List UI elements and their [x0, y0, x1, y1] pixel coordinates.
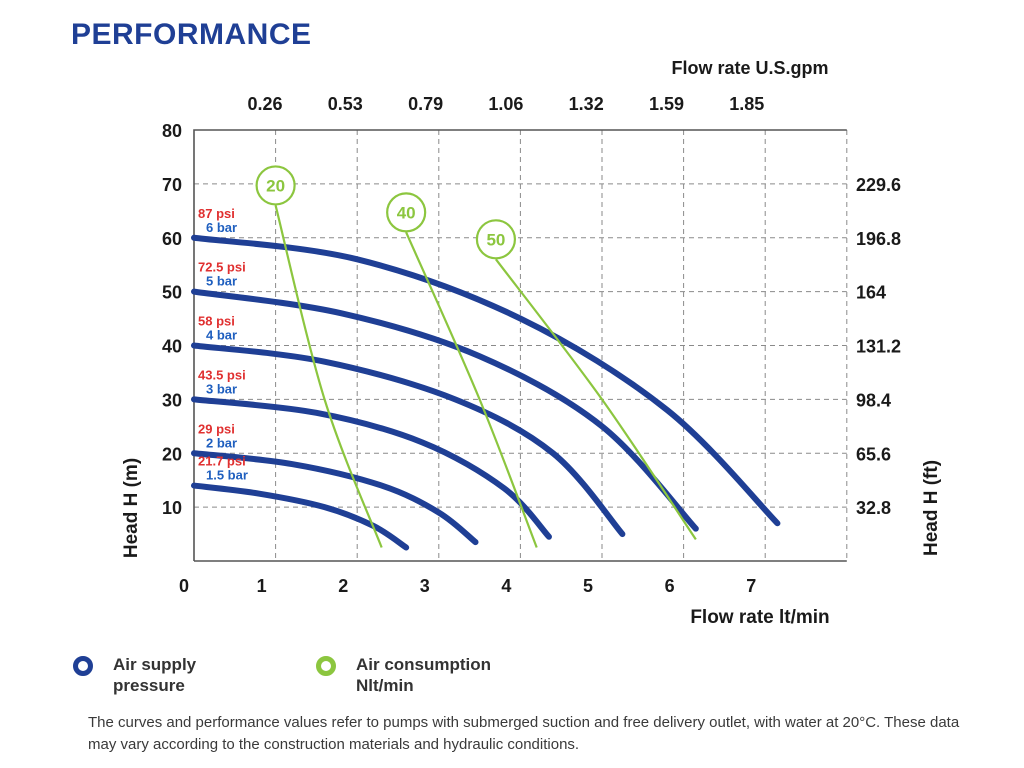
x-tick-label: 3 [420, 576, 430, 596]
y-tick-label: 60 [162, 229, 182, 249]
y2-tick-label: 131.2 [856, 337, 901, 357]
tick-labels: 0 1 2 3 4 5 6 7 0.26 0.53 0.79 1.06 1.32 1.59 1.85 10 20… [162, 94, 901, 596]
pressure-curve [191, 450, 479, 546]
grid [194, 130, 848, 561]
y2-tick-label: 164 [856, 283, 886, 303]
bar-label: 2 bar [206, 435, 237, 450]
psi-label: 72.5 psi [198, 260, 246, 275]
blue-ring-icon [73, 656, 93, 676]
x-tick-label: 2 [338, 576, 348, 596]
bar-label: 4 bar [206, 328, 237, 343]
x2-tick-label: 1.06 [488, 94, 523, 114]
x2-tick-label: 1.85 [729, 94, 764, 114]
y2-axis-title: Head H (ft) [921, 460, 942, 556]
air-consumption-badge [255, 165, 296, 206]
air-consumption-curve [495, 258, 697, 541]
x2-tick-label: 0.26 [247, 94, 282, 114]
x-axis-title: Flow rate lt/min [690, 607, 829, 628]
plot-frame-left-top [193, 129, 847, 561]
air-consumption-curves [255, 165, 697, 548]
x2-tick-label: 0.53 [328, 94, 363, 114]
legend-air-supply: Air supply pressure [73, 654, 273, 700]
pressure-curve [191, 234, 781, 527]
y-tick-label: 50 [162, 283, 182, 303]
plot-frame [193, 129, 847, 562]
y-tick-label: 70 [162, 175, 182, 195]
legend-air-supply-label: Air supply pressure [113, 655, 197, 695]
x-tick-label: 7 [746, 576, 756, 596]
pressure-curves [191, 234, 781, 551]
y-tick-label: 20 [162, 444, 182, 464]
psi-label: 29 psi [198, 421, 235, 436]
y-tick-label: 80 [162, 121, 182, 141]
x2-axis-title: Flow rate U.S.gpm [671, 58, 828, 78]
air-consumption-curve [405, 231, 538, 548]
x-tick-label: 4 [501, 576, 511, 596]
y-tick-label: 30 [162, 390, 182, 410]
air-consumption-badge [386, 192, 427, 233]
bar-label: 5 bar [206, 274, 237, 289]
green-ring-icon [316, 656, 336, 676]
y2-tick-label: 32.8 [856, 498, 891, 518]
air-consumption-curve [274, 205, 383, 548]
y2-tick-label: 196.8 [856, 229, 901, 249]
y-tick-label: 10 [162, 498, 182, 518]
x-tick-label: 5 [583, 576, 593, 596]
air-consumption-label: 50 [486, 230, 505, 249]
psi-label: 43.5 psi [198, 367, 246, 382]
performance-chart: 0 1 2 3 4 5 6 7 0.26 0.53 0.79 1.06 1.32 1.59 1.85 10 20… [121, 58, 942, 628]
x2-tick-label: 0.79 [408, 94, 443, 114]
x-tick-label: 0 [179, 576, 189, 596]
y2-tick-label: 98.4 [856, 390, 891, 410]
x2-tick-label: 1.59 [649, 94, 684, 114]
x2-tick-label: 1.32 [569, 94, 604, 114]
y-tick-label: 40 [162, 337, 182, 357]
x-tick-label: 1 [257, 576, 267, 596]
bar-label: 3 bar [206, 381, 237, 396]
legend-air-consumption-label: Air consumption Nlt/min [356, 655, 492, 695]
legend-air-consumption: Air consumption Nlt/min [316, 654, 556, 700]
bar-label: 1.5 bar [206, 468, 248, 483]
bar-label: 6 bar [206, 220, 237, 235]
y-axis-title: Head H (m) [121, 458, 142, 558]
psi-label: 21.7 psi [198, 454, 246, 469]
pressure-curve [191, 288, 699, 532]
air-consumption-label: 40 [397, 203, 416, 222]
air-consumption-label: 20 [266, 176, 285, 195]
psi-label: 87 psi [198, 206, 235, 221]
y2-tick-label: 229.6 [856, 175, 901, 195]
y2-tick-label: 65.6 [856, 444, 891, 464]
footnote: The curves and performance values refer … [88, 714, 960, 753]
x-tick-label: 6 [665, 576, 675, 596]
psi-label: 58 psi [198, 314, 235, 329]
page-title: PERFORMANCE [71, 18, 312, 51]
pressure-curve [191, 342, 626, 538]
pressure-curve [191, 396, 552, 540]
pressure-curve [191, 482, 410, 551]
air-consumption-badge [475, 219, 517, 260]
